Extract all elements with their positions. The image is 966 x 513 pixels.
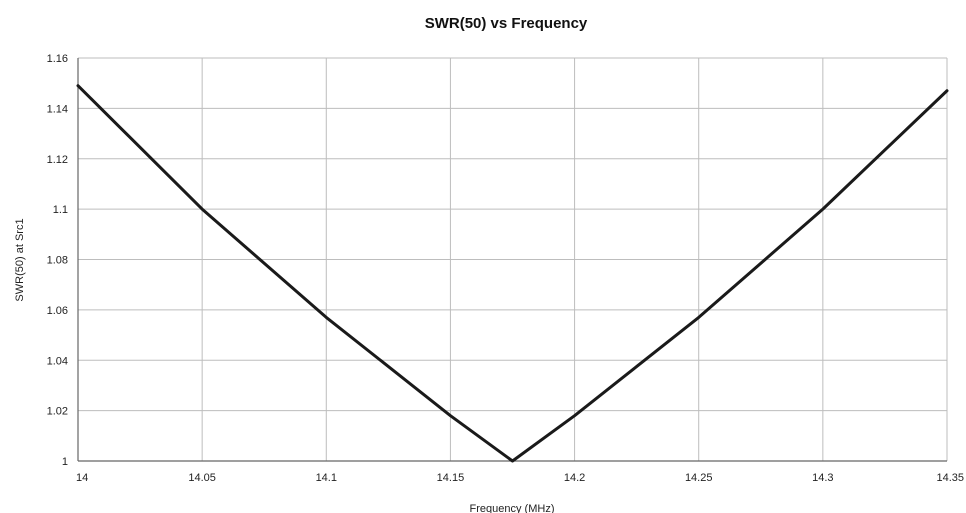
x-tick-label: 14.15	[437, 472, 465, 484]
x-tick-label: 14.25	[685, 472, 713, 484]
swr-series-line	[76, 84, 949, 463]
y-tick-label: 1.14	[47, 103, 68, 115]
y-tick-label: 1.16	[47, 53, 68, 65]
series	[76, 84, 949, 463]
x-tick-label: 14	[76, 472, 88, 484]
grid	[77, 57, 948, 462]
tick-labels: 1 1.02 1.04 1.06 1.08 1.1 1.12 1.14 1.16 14 14.05 1…	[47, 53, 964, 484]
x-tick-label: 14.05	[188, 472, 216, 484]
x-tick-label: 14.1	[316, 472, 337, 484]
y-tick-label: 1.04	[47, 355, 68, 367]
y-tick-label: 1.08	[47, 255, 68, 267]
chart-title: SWR(50) vs Frequency	[425, 15, 588, 32]
y-tick-label: 1.12	[47, 154, 68, 166]
x-tick-label: 14.2	[564, 472, 585, 484]
y-tick-label: 1.06	[47, 305, 68, 317]
y-tick-label: 1.1	[53, 204, 68, 216]
x-tick-label: 14.35	[936, 472, 964, 484]
y-tick-label: 1.02	[47, 406, 68, 418]
x-tick-label: 14.3	[812, 472, 833, 484]
x-axis-label: Frequency (MHz)	[470, 503, 555, 513]
y-axis-label: SWR(50) at Src1	[14, 218, 26, 301]
y-tick-label: 1	[62, 456, 68, 468]
